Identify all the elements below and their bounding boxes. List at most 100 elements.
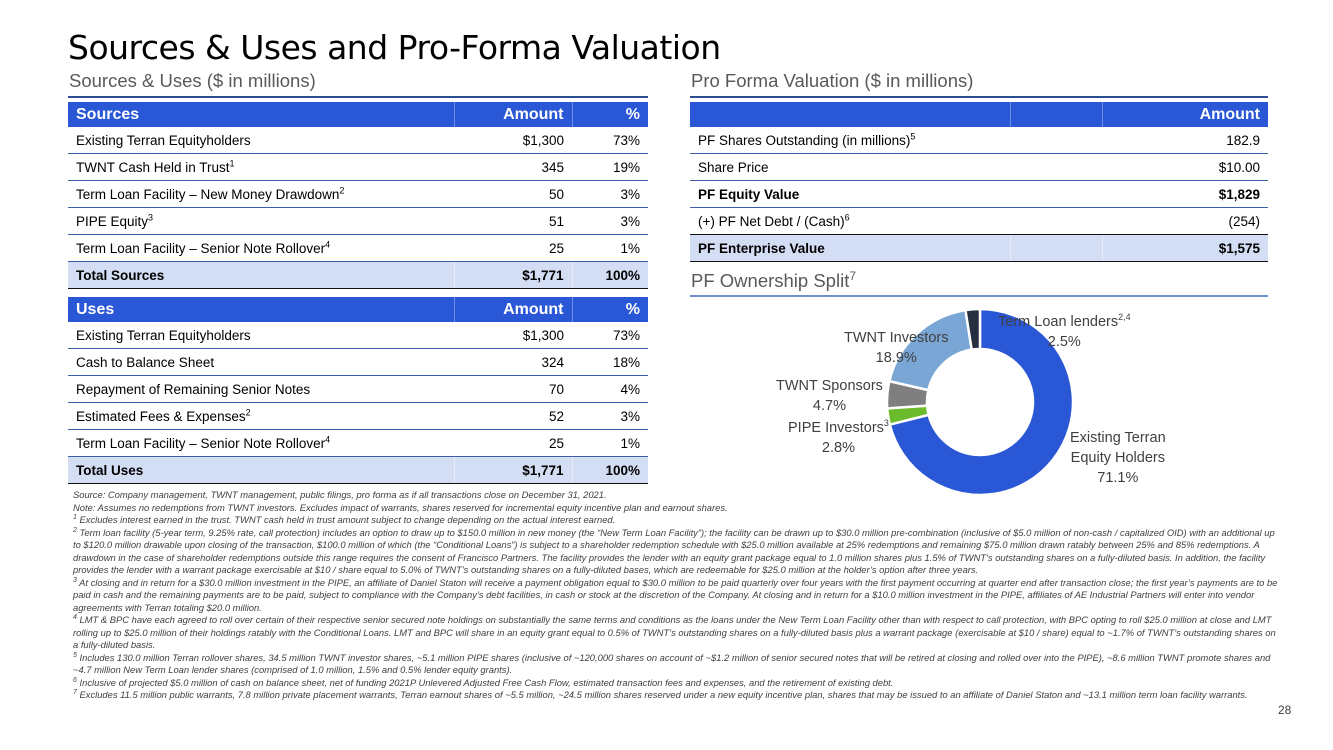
uses-header-amount: Amount xyxy=(454,297,573,322)
sources-row-pct: 3% xyxy=(572,180,648,208)
uses-table: Uses Amount % Existing Terran Equityhold… xyxy=(68,297,648,484)
row-label-text: (+) PF Net Debt / (Cash) xyxy=(698,213,845,229)
footnote-ref: 2 xyxy=(245,407,251,417)
footnote: 6 Inclusive of projected $5.0 million of… xyxy=(73,676,1278,690)
footnote: 2 Term loan facility (5-year term, 9.25%… xyxy=(73,526,1278,577)
footnote-text: Source: Company management, TWNT managem… xyxy=(73,489,607,500)
ownership-title-text: PF Ownership Split xyxy=(691,270,850,291)
ownership-section-title: PF Ownership Split7 xyxy=(691,270,856,292)
sources-row: Term Loan Facility – Senior Note Rollove… xyxy=(68,234,648,262)
row-label-text: Existing Terran Equityholders xyxy=(76,327,251,343)
donut-label-value: 2.8% xyxy=(821,440,855,456)
section-divider xyxy=(690,295,1268,297)
donut-label-text: Term Loan lenders xyxy=(998,314,1119,330)
footnote-ref: 6 xyxy=(844,212,850,222)
row-label-text: Cash to Balance Sheet xyxy=(76,354,215,370)
valuation-total-amount: $1,575 xyxy=(1102,234,1268,262)
sources-row: TWNT Cash Held in Trust1 345 19% xyxy=(68,153,648,181)
row-label-text: PF Equity Value xyxy=(698,186,800,202)
sources-row-pct: 19% xyxy=(572,153,648,181)
uses-row-amount: 25 xyxy=(454,429,572,457)
sources-row-amount: 50 xyxy=(454,180,572,208)
donut-label-value: 4.7% xyxy=(812,398,846,414)
donut-label-name: Equity Holders xyxy=(1070,448,1166,468)
section-divider xyxy=(68,96,648,98)
donut-label-text: TWNT Sponsors xyxy=(776,378,883,394)
uses-row-amount: 324 xyxy=(454,348,572,376)
donut-label-value: 18.9% xyxy=(875,350,917,366)
footnote: 3 At closing and in return for a $30.0 m… xyxy=(73,576,1278,615)
footnotes: Source: Company management, TWNT managem… xyxy=(73,489,1278,702)
row-label-text: TWNT Cash Held in Trust xyxy=(76,159,230,175)
row-label-text: Term Loan Facility – Senior Note Rollove… xyxy=(76,435,326,451)
row-label-text: Term Loan Facility – Senior Note Rollove… xyxy=(76,240,326,256)
uses-row: Term Loan Facility – Senior Note Rollove… xyxy=(68,429,648,457)
valuation-row-amount: $10.00 xyxy=(1102,153,1268,181)
valuation-row: PF Shares Outstanding (in millions)5 182.… xyxy=(690,127,1268,154)
sources-header-row: Sources Amount % xyxy=(68,102,648,127)
sources-header-label: Sources xyxy=(68,102,455,127)
valuation-row: Share Price $10.00 xyxy=(690,153,1268,181)
footnote-ref: 5 xyxy=(910,131,916,141)
footnote: 5 Includes 130.0 million Terran rollover… xyxy=(73,651,1278,677)
valuation-total-label: PF Enterprise Value xyxy=(690,234,1011,262)
uses-row: Estimated Fees & Expenses2 52 3% xyxy=(68,402,648,430)
donut-slice-existing-terran-equity-holders xyxy=(888,307,1075,495)
donut-label-pipe-investors: PIPE Investors3 2.8% xyxy=(788,418,889,458)
page-number: 28 xyxy=(1278,703,1292,717)
uses-row-amount: $1,300 xyxy=(454,322,572,349)
sources-row-label: Term Loan Facility – Senior Note Rollove… xyxy=(68,234,454,262)
sources-table: Sources Amount % Existing Terran Equityh… xyxy=(68,102,648,289)
sources-row-amount: 51 xyxy=(454,207,572,235)
ownership-title-footnote: 7 xyxy=(849,268,857,283)
uses-total-amount: $1,771 xyxy=(454,456,573,484)
valuation-header-row: Amount xyxy=(690,102,1268,127)
valuation-row-amount: $1,829 xyxy=(1102,180,1268,208)
valuation-total-row: PF Enterprise Value $1,575 xyxy=(690,234,1268,262)
sources-row-amount: 345 xyxy=(454,153,572,181)
footnote-number: 6 xyxy=(73,676,77,684)
uses-header-row: Uses Amount % xyxy=(68,297,648,322)
donut-label-value: 71.1% xyxy=(1097,470,1139,486)
sources-row-pct: 1% xyxy=(572,234,648,262)
valuation-row-label: Share Price xyxy=(690,153,1010,181)
sources-row-label: Existing Terran Equityholders xyxy=(68,127,454,154)
uses-row-label: Cash to Balance Sheet xyxy=(68,348,454,376)
footnote-text: Includes 130.0 million Terran rollover s… xyxy=(73,651,1271,676)
donut-label-text: Equity Holders xyxy=(1070,450,1165,466)
footnote-text: Excludes 11.5 million public warrants, 7… xyxy=(76,689,1248,700)
footnote-ref: 4 xyxy=(325,239,331,249)
sources-total-amount: $1,771 xyxy=(454,261,573,289)
uses-row-amount: 52 xyxy=(454,402,572,430)
valuation-table: Amount PF Shares Outstanding (in million… xyxy=(690,102,1268,262)
row-label-text: PF Shares Outstanding (in millions) xyxy=(698,132,911,148)
footnote-number: 5 xyxy=(73,651,77,659)
row-label-text: Term Loan Facility – New Money Drawdown xyxy=(76,186,340,202)
sources-row: Existing Terran Equityholders $1,300 73% xyxy=(68,127,648,154)
valuation-header-amount: Amount xyxy=(1102,102,1268,127)
sources-total-pct: 100% xyxy=(572,261,648,289)
page-title: Sources & Uses and Pro-Forma Valuation xyxy=(68,28,721,67)
row-label-text: Repayment of Remaining Senior Notes xyxy=(76,381,311,397)
footnote: Source: Company management, TWNT managem… xyxy=(73,489,1278,502)
footnote: 7 Excludes 11.5 million public warrants,… xyxy=(73,689,1278,702)
footnote-text: At closing and in return for a $30.0 mil… xyxy=(73,576,1278,613)
sources-total-label: Total Sources xyxy=(68,261,455,289)
valuation-header-blank-1 xyxy=(690,102,1011,127)
sources-row: PIPE Equity3 51 3% xyxy=(68,207,648,235)
uses-total-label: Total Uses xyxy=(68,456,455,484)
valuation-row: PF Equity Value $1,829 xyxy=(690,180,1268,208)
valuation-row-blank xyxy=(1010,180,1102,208)
donut-slice-term-loan-lenders xyxy=(964,307,982,352)
footnote-number: 7 xyxy=(73,688,77,696)
donut-label-existing-terran-equity-holders: Existing Terran Equity Holders 71.1% xyxy=(1070,428,1166,488)
uses-row-pct: 73% xyxy=(572,322,648,349)
valuation-row-blank xyxy=(1010,127,1102,154)
sources-uses-section-title: Sources & Uses ($ in millions) xyxy=(69,70,316,91)
sources-row-label: TWNT Cash Held in Trust1 xyxy=(68,153,454,181)
footnote-ref: 1 xyxy=(229,158,235,168)
donut-label-name: Existing Terran xyxy=(1070,428,1166,448)
sources-row: Term Loan Facility – New Money Drawdown2… xyxy=(68,180,648,208)
valuation-header-blank-2 xyxy=(1010,102,1103,127)
sources-row-label: PIPE Equity3 xyxy=(68,207,454,235)
